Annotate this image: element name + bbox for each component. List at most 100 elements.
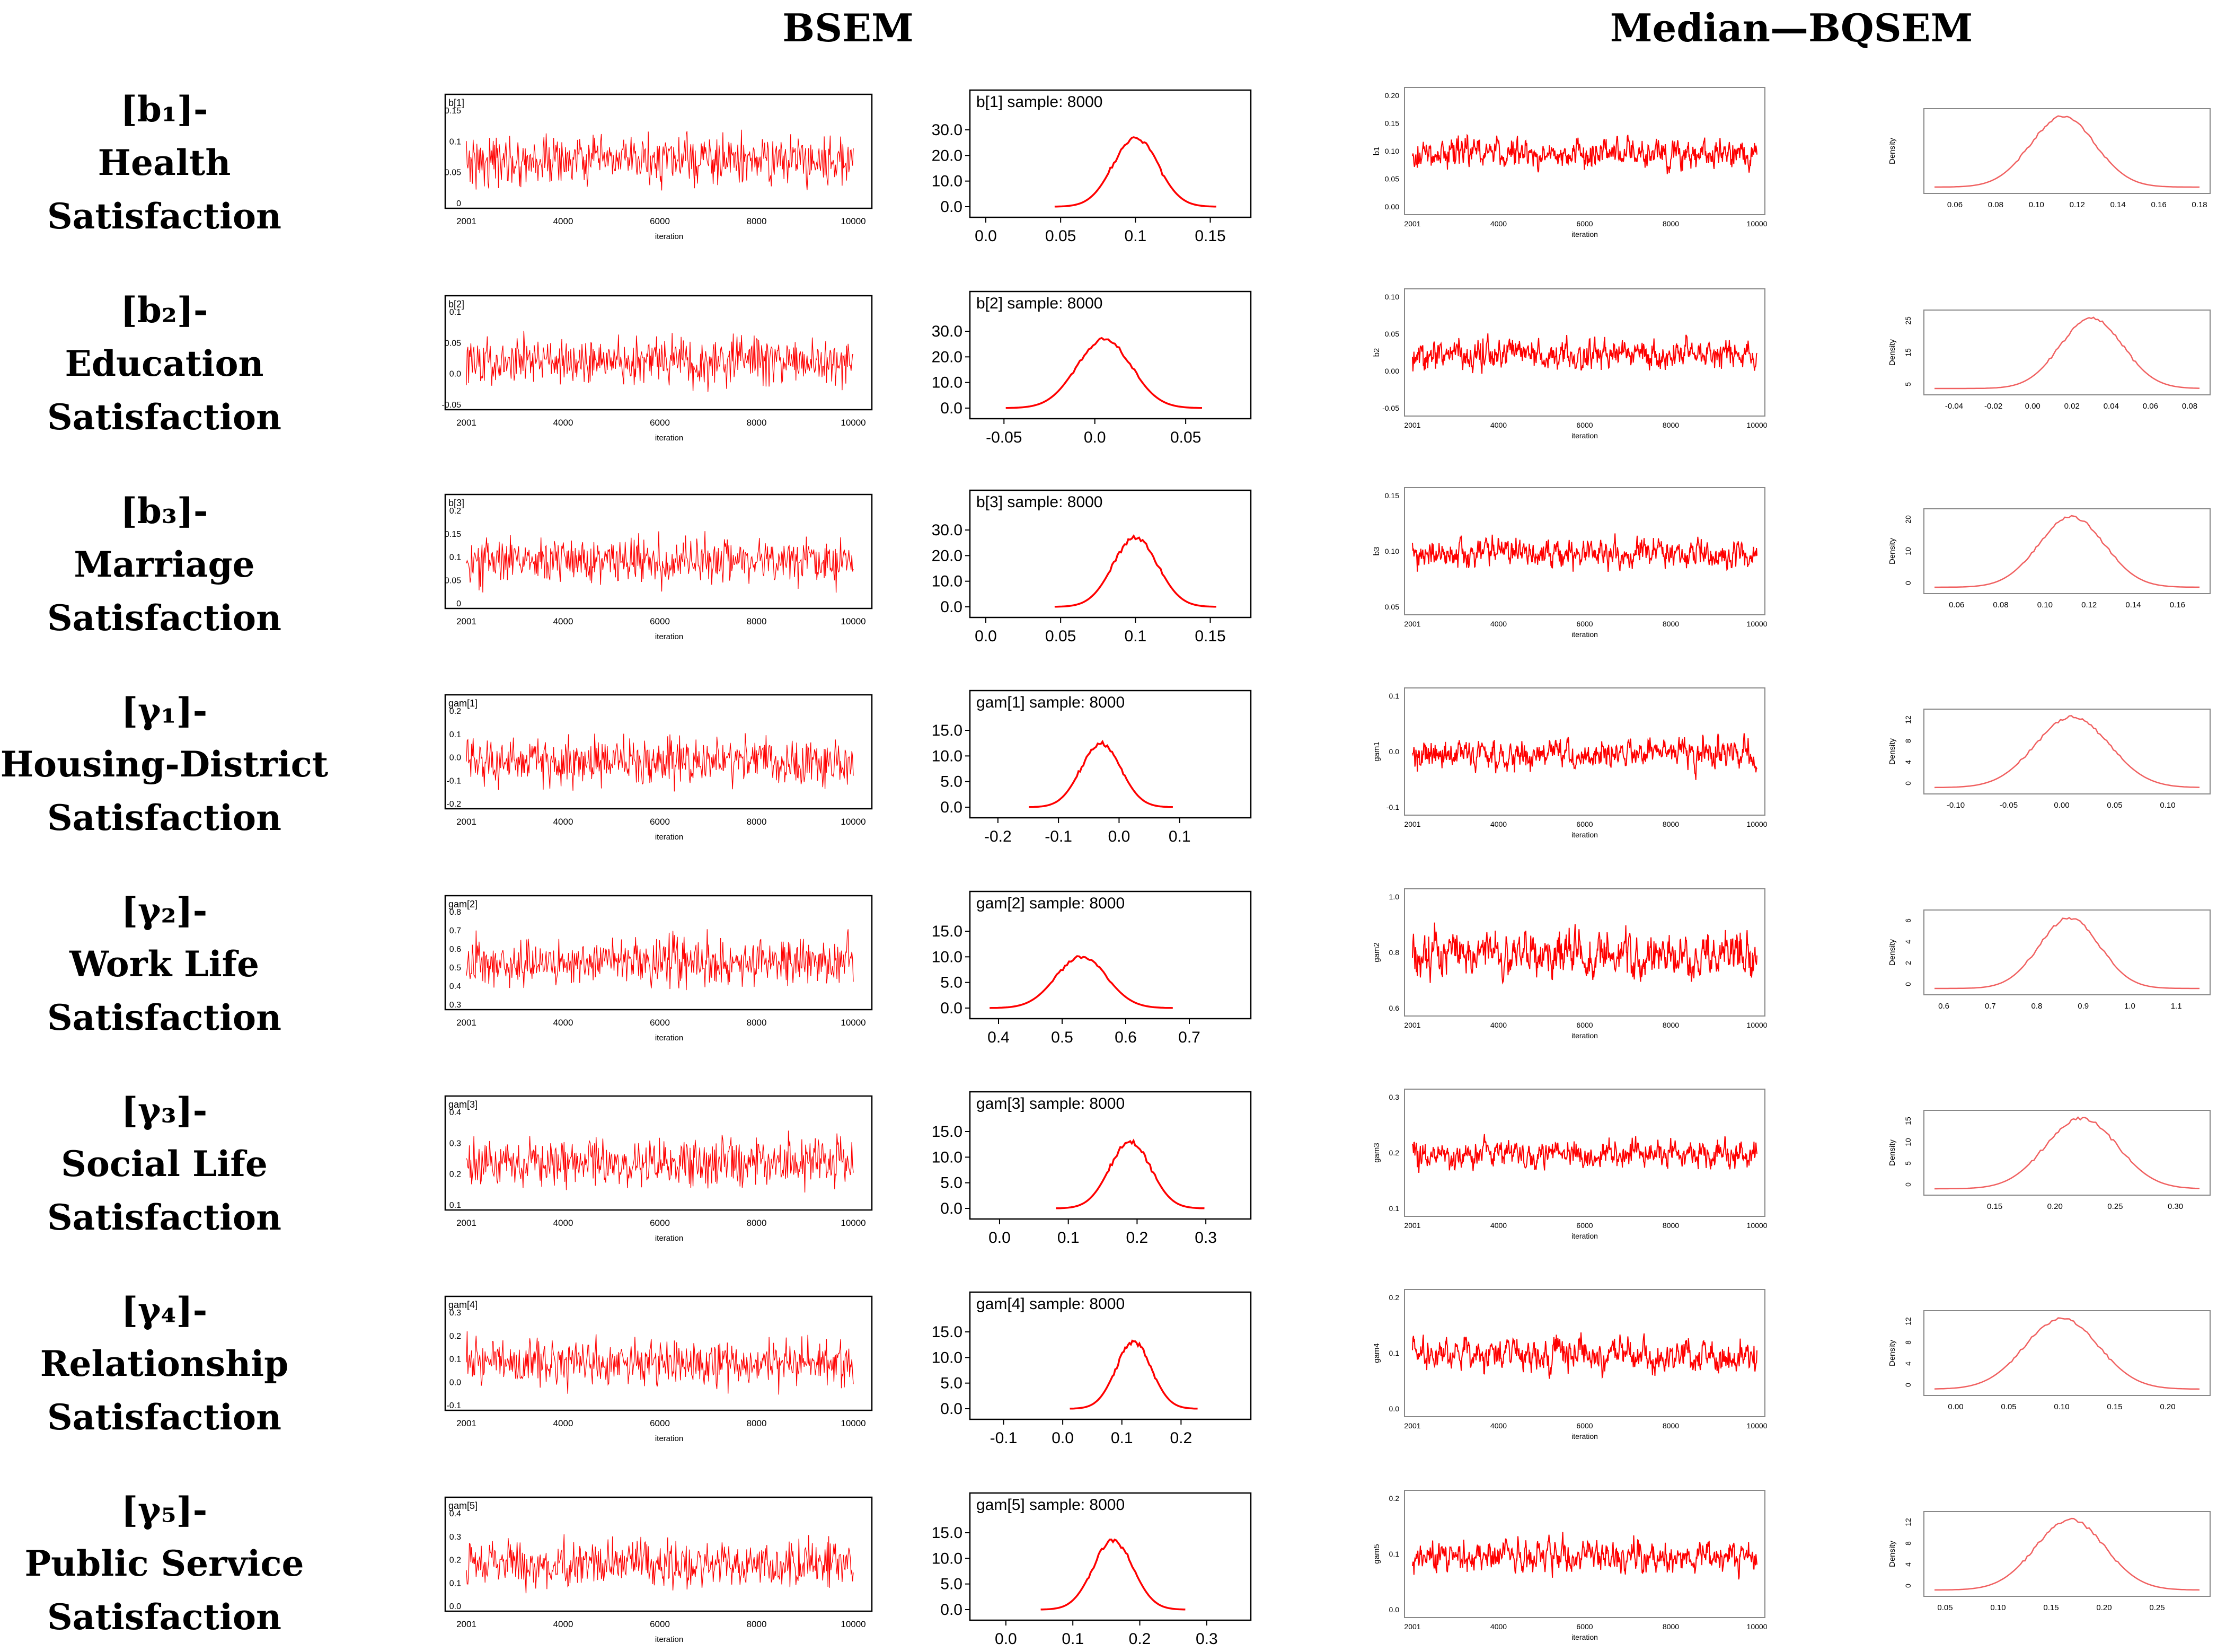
bqsem-density-curve [1934,715,2200,789]
bsem-trace-frame [444,493,873,609]
bsem-density-xtick: 0.05 [1170,429,1201,446]
bsem-density-ytick: 10.0 [932,747,962,765]
bsem-trace-ytick: 0.1 [449,1201,461,1210]
bsem-trace-title: b[3] [448,498,464,508]
bqsem-trace-series [1412,922,1757,985]
bsem-density-ytick: 20.0 [932,147,962,164]
bsem-trace-ytick: 0.1 [449,1355,461,1364]
bsem-trace-ytick: 0.8 [449,908,461,917]
bqsem-density-frame [1923,108,2211,194]
bqsem-trace-ytick: 0.2 [1389,1293,1400,1302]
bsem-density-xtick: 0.0 [975,227,997,245]
bqsem-density-ytick: 8 [1904,1340,1912,1345]
bsem-density-xtick: 0.6 [1115,1029,1137,1046]
bsem-trace-xtick: 8000 [747,1418,767,1428]
bsem-trace-title: gam[5] [448,1500,478,1511]
bsem-density-ytick: 15.0 [932,1123,962,1141]
bqsem-density-ylabel: Density [1888,1339,1897,1366]
bqsem-trace-xtick: 2001 [1404,1021,1420,1029]
bqsem-trace-xtick: 8000 [1663,1221,1679,1230]
bsem-trace-xtick: 4000 [553,1018,573,1028]
row-label-line: Satisfaction [47,1596,282,1638]
bqsem-density-xtick: 0.04 [2104,402,2119,411]
row-label-line: Relationship [40,1343,289,1384]
bsem-trace-frame [444,93,873,209]
bqsem-trace-xtick: 10000 [1747,1421,1768,1430]
bsem-density-xtick: 0.2 [1126,1229,1149,1247]
bsem-density-title: b[3] sample: 8000 [976,493,1103,511]
bqsem-trace-xtick: 8000 [1663,219,1679,228]
bsem-trace-ytick: 0.1 [449,137,461,146]
bsem-density-xtick: 0.0 [975,628,997,645]
bqsem-trace-xtick: 4000 [1490,421,1507,429]
bqsem-density-ytick: 8 [1904,739,1912,743]
bqsem-density-xtick: 0.15 [2107,1402,2122,1411]
bqsem-trace-ytick: 0.0 [1389,1404,1400,1413]
bqsem-density-xtick: 0.20 [2096,1603,2112,1612]
bqsem-trace-ytick: 0.0 [1389,1605,1400,1614]
bqsem-density-xtick: 0.18 [2192,200,2207,209]
bqsem-density-ytick: 4 [1904,940,1912,944]
row-label-line: Marriage [74,544,255,585]
bqsem-trace-ytick: 0.05 [1385,175,1399,183]
bqsem-density-ytick: 15 [1904,348,1912,357]
row-label-line: Satisfaction [47,196,282,237]
bqsem-trace-frame [1404,1490,1765,1618]
bqsem-trace-ytick: -0.05 [1382,404,1399,412]
bqsem-density-ylabel: Density [1888,1540,1897,1567]
bsem-trace-ytick: 0.0 [449,1602,461,1611]
bsem-trace-xtick: 6000 [650,1218,670,1228]
bqsem-trace-series [1412,733,1757,780]
bqsem-trace-ytick: 0.2 [1389,1149,1400,1157]
bqsem-density-ytick: 0 [1904,1383,1912,1387]
bsem-density-xtick: 0.3 [1196,1630,1218,1648]
bsem-trace-title: gam[4] [448,1300,478,1310]
bqsem-trace-xtick: 2001 [1404,820,1420,828]
bqsem-trace-ytick: 0.1 [1389,692,1400,700]
bsem-trace-xtick: 2001 [456,1218,476,1228]
bqsem-trace-xtick: 10000 [1747,421,1768,429]
bsem-trace-ytick: 0.3 [449,1309,461,1318]
bsem-density-title: b[1] sample: 8000 [976,93,1103,111]
bqsem-density-xtick: 0.30 [2168,1202,2183,1211]
bsem-trace-ytick: -0.05 [442,401,462,410]
bsem-density-frame [969,690,1252,819]
bsem-density-ytick: 5.0 [940,1576,962,1593]
bqsem-density-ylabel: Density [1888,738,1897,765]
bsem-density-xtick: 0.1 [1062,1630,1084,1648]
bqsem-trace-xtick: 10000 [1747,1622,1768,1631]
bsem-trace-ytick: 0.2 [449,1556,461,1565]
bsem-trace-ytick: 0.6 [449,945,461,954]
bsem-density-xtick: -0.1 [1045,828,1072,845]
bqsem-trace-xtick: 10000 [1747,820,1768,828]
bsem-density-ytick: 20.0 [932,348,962,366]
bqsem-density-xtick: 0.08 [2182,402,2197,411]
bsem-density-xtick: 0.15 [1195,628,1225,645]
bsem-density-curve [1070,1339,1198,1410]
bqsem-density-xtick: 0.08 [1988,200,2003,209]
bsem-density-xtick: 0.5 [1051,1029,1073,1046]
bsem-trace-series [466,129,854,191]
bqsem-density-ytick: 12 [1904,715,1912,724]
bsem-density-xtick: 0.05 [1045,628,1076,645]
bsem-trace-xtick: 4000 [553,817,573,827]
bqsem-density-ylabel: Density [1888,137,1897,164]
bsem-trace-series [466,1331,854,1395]
bqsem-density-xtick: 0.9 [2078,1002,2089,1011]
bqsem-density-ytick: 4 [1904,760,1912,764]
bsem-trace-frame [444,1295,873,1411]
bqsem-density-ytick: 0 [1904,982,1912,986]
bsem-density-ytick: 15.0 [932,722,962,739]
bsem-trace-xtick: 10000 [841,1218,865,1228]
bsem-trace-ytick: 0.0 [449,370,461,379]
bsem-trace-xtick: 6000 [650,1619,670,1629]
bsem-density-frame [969,89,1252,218]
bsem-trace-ytick: 0.05 [445,576,461,585]
bqsem-trace-xtick: 8000 [1663,1021,1679,1029]
bqsem-trace-xtick: 10000 [1747,1021,1768,1029]
bqsem-density-xtick: 0.05 [2001,1402,2016,1411]
bqsem-trace-frame [1404,487,1765,615]
bqsem-density-ytick: 0 [1904,581,1912,585]
row-label-gam4: [γ₄]- Relationship Satisfaction [0,1284,329,1444]
bsem-trace-frame [444,295,873,411]
